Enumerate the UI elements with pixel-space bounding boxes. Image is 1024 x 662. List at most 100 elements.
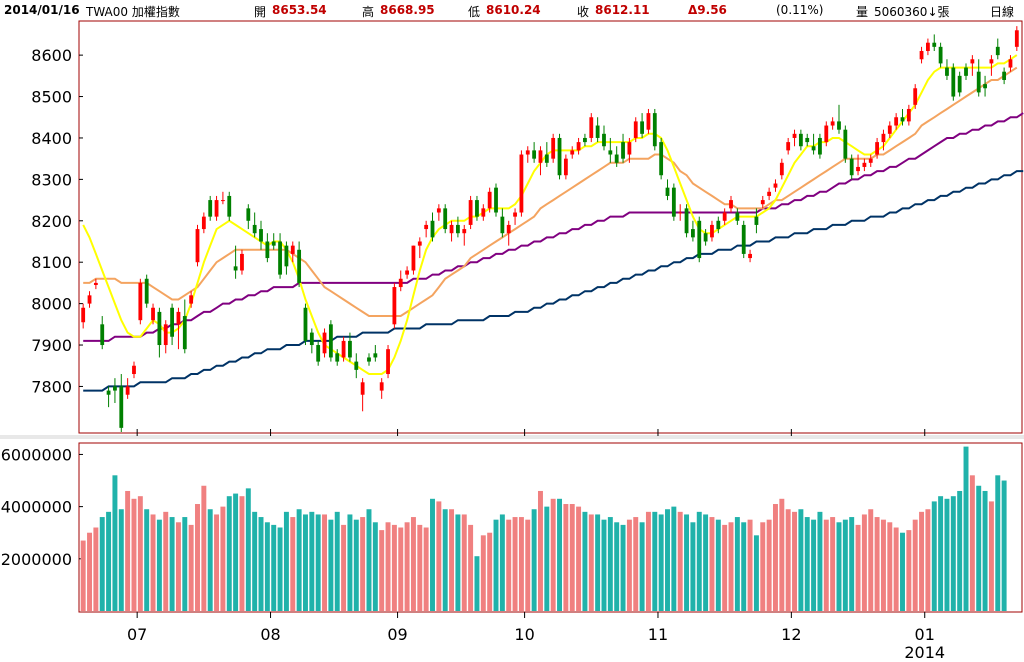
candle-body xyxy=(703,233,708,242)
price-tick-label: 8100 xyxy=(31,253,72,272)
volume-bar xyxy=(322,514,328,611)
candle-body xyxy=(627,142,632,155)
volume-bar xyxy=(868,509,874,611)
candle-body xyxy=(830,121,835,126)
candle-body xyxy=(322,332,327,354)
quote-symbol: TWA00 加權指數 xyxy=(86,5,180,19)
volume-bar xyxy=(436,501,442,611)
volume-bar xyxy=(144,509,150,611)
volume-tick-label: 6000000 xyxy=(1,445,72,464)
candle-body xyxy=(182,316,187,350)
volume-bar xyxy=(296,509,302,611)
candle-body xyxy=(417,241,422,246)
volume-label: 量 xyxy=(856,5,869,19)
year-label: 2014 xyxy=(904,643,945,662)
candle-body xyxy=(519,154,524,213)
price-tick-label: 8200 xyxy=(31,212,72,231)
volume-bar xyxy=(442,509,448,611)
volume-bar xyxy=(665,509,670,611)
volume-bar xyxy=(169,517,175,611)
price-tick-label: 8600 xyxy=(31,46,72,65)
volume-tick-label: 2000000 xyxy=(1,550,72,569)
volume-bar xyxy=(499,514,505,611)
volume-bar xyxy=(518,517,524,611)
panel-separator xyxy=(0,435,1024,439)
candle-body xyxy=(87,295,92,304)
volume-bar xyxy=(195,504,200,611)
candle-body xyxy=(106,390,111,395)
volume-value: 5060360↓張 xyxy=(874,5,950,19)
candle-body xyxy=(93,282,98,285)
volume-bar xyxy=(639,522,645,611)
candle-body xyxy=(754,216,759,225)
quote-header: 2014/01/16 TWA00 加權指數 開 8653.54 高 8668.9… xyxy=(0,0,1024,20)
volume-bar xyxy=(842,519,848,611)
volume-bar xyxy=(760,522,766,611)
candle-body xyxy=(252,224,257,234)
candle-body xyxy=(741,224,746,254)
volume-bar xyxy=(493,519,499,611)
volume-bar xyxy=(137,496,143,611)
candle-body xyxy=(964,67,968,76)
volume-bar xyxy=(963,446,969,611)
month-label: 09 xyxy=(387,625,407,644)
quote-date: 2014/01/16 xyxy=(4,3,80,17)
price-tick-label: 8300 xyxy=(31,170,72,189)
candle-body xyxy=(640,121,644,134)
price-frame xyxy=(78,20,1023,434)
candle-body xyxy=(583,137,587,143)
volume-bar xyxy=(506,519,512,611)
price-tick-label: 8400 xyxy=(31,129,72,148)
candle-body xyxy=(608,150,613,155)
volume-bar xyxy=(728,522,734,611)
volume-bar xyxy=(880,519,886,611)
candle-body xyxy=(348,340,352,358)
candle-body xyxy=(290,245,295,254)
volume-bar xyxy=(919,511,925,611)
candle-body xyxy=(849,158,854,176)
volume-bar xyxy=(283,511,289,611)
volume-bar xyxy=(912,519,918,611)
candle-body xyxy=(1002,71,1007,80)
candle-body xyxy=(938,46,943,64)
volume-bar xyxy=(328,519,334,611)
candle-body xyxy=(729,200,733,209)
volume-bar xyxy=(671,506,677,611)
volume-bar xyxy=(525,519,531,611)
change-percent: (0.11%) xyxy=(776,3,824,17)
candle-body xyxy=(894,117,899,126)
ma120-line xyxy=(83,170,1024,392)
candle-body xyxy=(271,241,276,246)
candle-body xyxy=(544,154,549,163)
candle-body xyxy=(983,84,987,89)
volume-bar xyxy=(112,475,118,611)
volume-bar xyxy=(887,522,893,611)
volume-bar xyxy=(823,519,829,611)
low-value: 8610.24 xyxy=(486,3,541,17)
candle-body xyxy=(957,75,962,93)
candle-body xyxy=(144,278,149,304)
volume-bar xyxy=(976,485,982,611)
month-label: 10 xyxy=(514,625,534,644)
volume-bar xyxy=(480,535,486,611)
candle-body xyxy=(411,245,416,271)
candle-body xyxy=(633,121,638,138)
volume-bar xyxy=(125,490,131,611)
candle-body xyxy=(716,220,721,230)
month-label: 07 xyxy=(127,625,147,644)
volume-bar xyxy=(582,511,588,611)
volume-bar xyxy=(988,501,994,611)
volume-bar xyxy=(245,488,251,611)
candle-body xyxy=(678,212,683,214)
candle-body xyxy=(201,216,206,230)
high-value: 8668.95 xyxy=(380,3,435,17)
candle-body xyxy=(773,183,778,188)
candle-body xyxy=(176,311,181,325)
volume-bar xyxy=(379,530,385,611)
volume-bar xyxy=(461,514,467,611)
candle-body xyxy=(684,208,689,234)
volume-bar xyxy=(804,517,810,611)
candle-body xyxy=(697,220,702,259)
candle-body xyxy=(475,200,479,217)
candle-body xyxy=(436,208,441,213)
